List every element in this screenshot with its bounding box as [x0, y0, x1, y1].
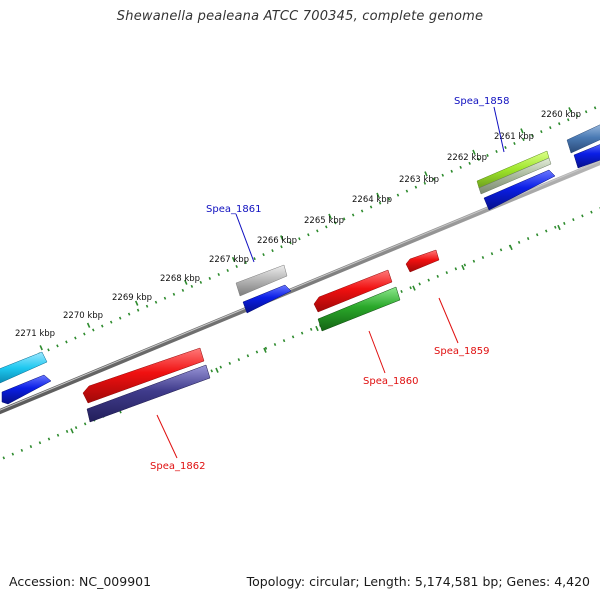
figure-title: Shewanella pealeana ATCC 700345, complet… [116, 9, 484, 24]
cds-spea-1862-purple[interactable] [86, 364, 211, 423]
tick-label: 2267 kbp [209, 255, 249, 265]
lower-tick-major [215, 367, 219, 373]
upper-tick-major [134, 300, 139, 306]
cds-spea-1860-green[interactable] [317, 286, 401, 332]
tick-label: 2271 kbp [15, 329, 55, 339]
tick-label: 2269 kbp [112, 293, 152, 303]
upper-tick-track [0, 104, 600, 373]
lower-tick-dots [0, 207, 600, 461]
tick-label: 2270 kbp [63, 311, 103, 321]
cds-steel-right[interactable] [566, 122, 600, 154]
cds-spea-1858-blue[interactable] [483, 169, 556, 211]
lower-tick-major [509, 244, 513, 251]
forward-features [0, 122, 600, 405]
tick-labels: 2260 kbp 2261 kbp 2262 kbp 2263 kbp 2264… [15, 110, 581, 339]
lower-tick-major [315, 325, 319, 332]
upper-tick-major [520, 128, 524, 134]
leader-line-spea-1858 [493, 106, 505, 153]
upper-tick-major [328, 213, 332, 219]
upper-tick-major [424, 171, 428, 177]
lower-tick-major [70, 428, 74, 434]
accession-text: Accession: NC_009901 [9, 574, 152, 589]
gene-label-spea-1861[interactable]: Spea_1861 [206, 204, 261, 215]
reverse-features [82, 249, 440, 423]
lower-tick-major [263, 347, 267, 353]
cds-spea-1861-grey[interactable] [235, 264, 288, 297]
upper-tick-major [568, 107, 572, 113]
upper-tick-major [472, 149, 476, 155]
cds-blue-left[interactable] [1, 374, 52, 405]
cds-blue-right[interactable] [573, 142, 600, 169]
tick-label: 2268 kbp [160, 274, 200, 284]
gene-label-spea-1862[interactable]: Spea_1862 [150, 461, 205, 472]
leader-line-spea-1861 [235, 213, 255, 263]
tick-label: 2260 kbp [541, 110, 581, 120]
leader-line-spea-1859 [438, 297, 459, 344]
upper-tick-dots [0, 104, 600, 373]
tick-label: 2262 kbp [447, 153, 487, 163]
leader-line-spea-1862 [156, 414, 178, 459]
lower-tick-major [461, 264, 465, 271]
gene-label-spea-1860[interactable]: Spea_1860 [363, 376, 418, 387]
upper-tick-major [86, 322, 91, 328]
lower-tick-major [557, 224, 561, 231]
cds-spea-1859-red[interactable] [405, 249, 440, 273]
tick-label: 2263 kbp [399, 175, 439, 185]
cds-cyan-left[interactable] [0, 351, 48, 384]
cds-spea-1862-red[interactable] [82, 347, 205, 404]
leader-line-spea-1860 [368, 330, 386, 374]
cds-spea-1858-greygreen[interactable] [478, 157, 552, 195]
gene-annotations: Spea_1858 Spea_1861 Spea_1859 Spea_1860 … [150, 96, 509, 472]
tick-label: 2266 kbp [257, 236, 297, 246]
upper-tick-major [231, 256, 236, 263]
upper-tick-major [184, 279, 188, 285]
gene-label-spea-1859[interactable]: Spea_1859 [434, 346, 489, 357]
cds-spea-1861-blue[interactable] [242, 284, 292, 314]
lower-tick-major [412, 285, 416, 291]
upper-tick-major [39, 345, 43, 351]
genome-summary-text: Topology: circular; Length: 5,174,581 bp… [246, 574, 590, 589]
gene-label-spea-1858[interactable]: Spea_1858 [454, 96, 509, 107]
tick-label: 2265 kbp [304, 216, 344, 226]
upper-tick-major [280, 235, 284, 241]
upper-tick-major [376, 192, 380, 198]
tick-label: 2264 kbp [352, 195, 392, 205]
tick-label: 2261 kbp [494, 132, 534, 142]
lower-tick-track [0, 207, 600, 461]
cds-spea-1860-red[interactable] [313, 269, 393, 313]
